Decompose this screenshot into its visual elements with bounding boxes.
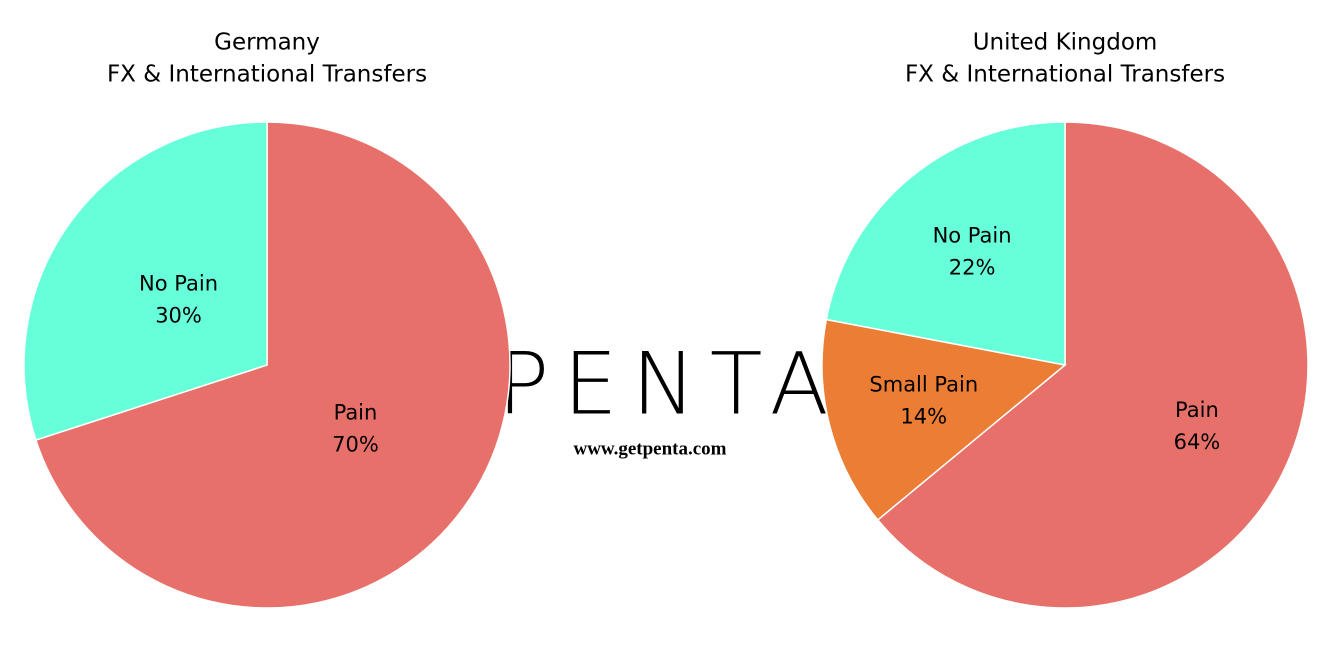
slice-label: Pain bbox=[334, 400, 378, 424]
chart-title: FX & International Transfers bbox=[905, 62, 1225, 88]
slice-label: Small Pain bbox=[869, 372, 978, 396]
chart-title: United Kingdom bbox=[973, 30, 1158, 56]
slice-label: No Pain bbox=[933, 224, 1012, 248]
slice-label: Pain bbox=[1175, 398, 1219, 422]
pie-slice bbox=[825, 121, 1066, 366]
pie-slice bbox=[821, 318, 1067, 521]
slice-value: 70% bbox=[332, 432, 379, 456]
slice-value: 22% bbox=[949, 256, 996, 280]
slice-value: 14% bbox=[900, 404, 947, 428]
pie-slice bbox=[876, 121, 1309, 609]
logo: PENTA bbox=[497, 335, 842, 435]
pie-slice bbox=[34, 121, 511, 609]
logo-url: www.getpenta.com bbox=[573, 438, 726, 459]
slice-value: 64% bbox=[1174, 430, 1221, 454]
chart-title: FX & International Transfers bbox=[107, 62, 427, 88]
slice-label: No Pain bbox=[139, 272, 218, 296]
chart-title: Germany bbox=[214, 30, 320, 56]
pie-slice bbox=[23, 121, 268, 442]
slice-value: 30% bbox=[155, 304, 202, 328]
